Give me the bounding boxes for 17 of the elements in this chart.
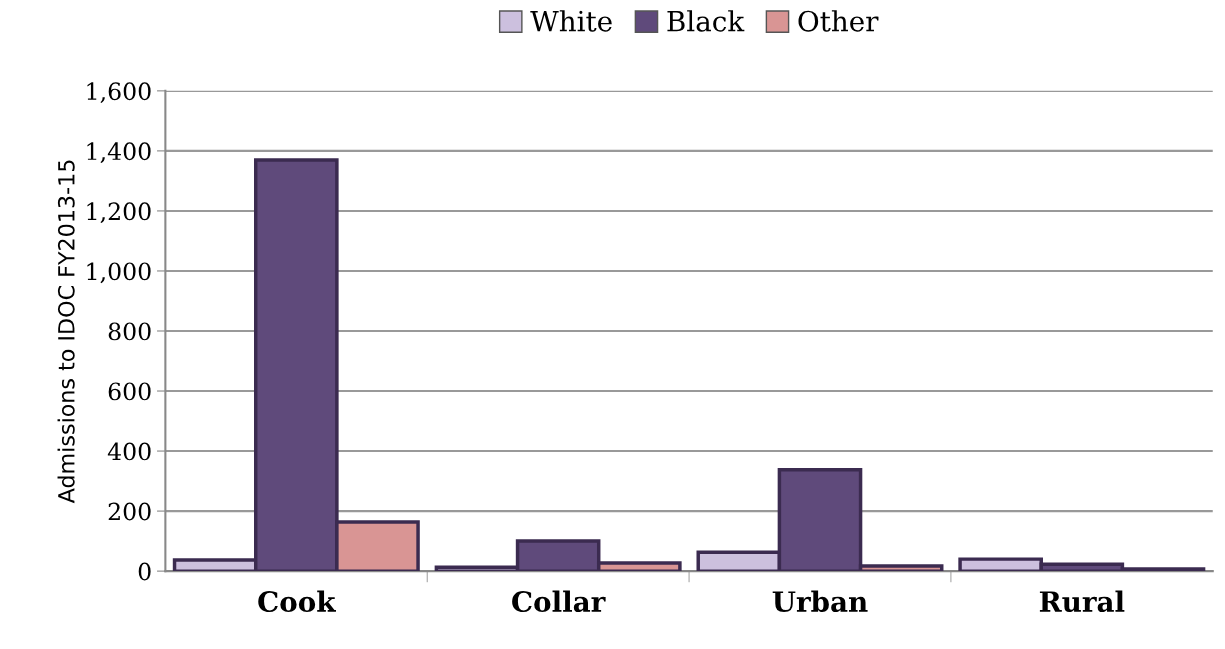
- y-tick-label: 1,200: [87, 202, 151, 224]
- y-tick-label: 1,000: [87, 262, 151, 284]
- legend-label: Black: [667, 10, 745, 32]
- x-tick-label: Collar: [512, 590, 606, 613]
- legend-label: Other: [798, 10, 879, 32]
- x-tick-label: Rural: [1039, 590, 1125, 613]
- y-tick-label: 400: [107, 442, 151, 461]
- y-tick-label: 600: [108, 382, 151, 401]
- y-tick-label: 800: [108, 322, 151, 341]
- y-tick-label: 1,400: [87, 142, 151, 164]
- y-tick-label: 0: [138, 562, 151, 581]
- legend-label: White: [530, 10, 612, 32]
- x-tick-label: Cook: [258, 590, 336, 613]
- y-axis-title: Admissions to IDOC FY2013-15: [57, 160, 75, 504]
- y-tick-label: 200: [108, 502, 151, 521]
- x-tick-label: Urban: [772, 590, 868, 613]
- y-tick-label: 1,600: [87, 82, 151, 104]
